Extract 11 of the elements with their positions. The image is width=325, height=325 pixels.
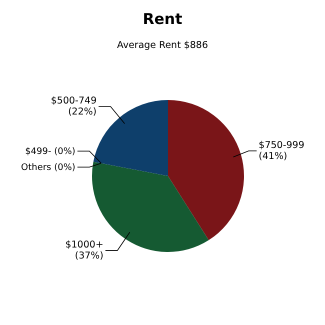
data-label: (41%) xyxy=(258,150,288,162)
data-label: (37%) xyxy=(74,250,104,262)
chart-subtitle: Average Rent $886 xyxy=(116,40,209,51)
slice-label: $750-999 xyxy=(258,140,304,151)
slice-label: $500-749 xyxy=(50,96,97,107)
pie-slice xyxy=(168,100,244,240)
legend-label: Others (0%) xyxy=(21,163,76,174)
chart-title: Rent xyxy=(142,9,184,28)
legend-label: $499- (0%) xyxy=(25,147,76,158)
data-label: (22%) xyxy=(68,106,97,118)
slice-label: $1000+ xyxy=(65,239,104,250)
